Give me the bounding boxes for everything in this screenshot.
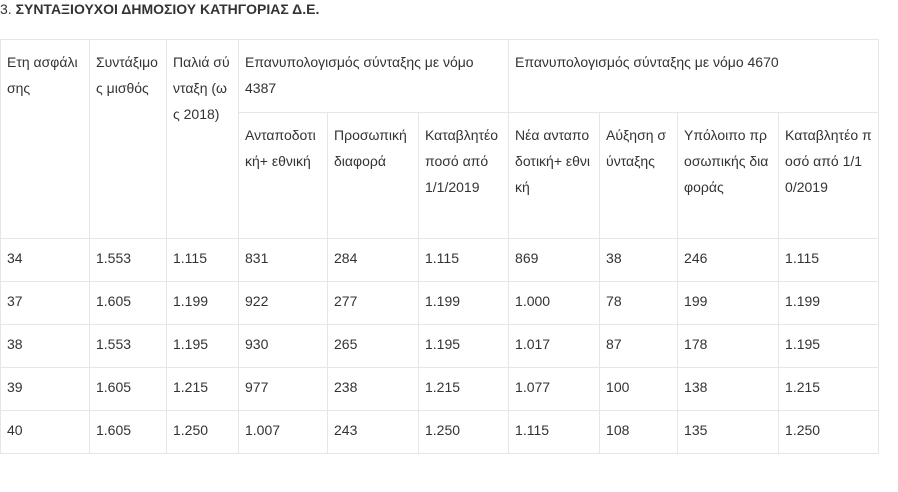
- table-row: 39 1.605 1.215 977 238 1.215 1.077 100 138 1.215: [0, 367, 880, 411]
- table-cell: 1.115: [417, 238, 510, 282]
- table-cell: 831: [238, 238, 328, 282]
- table-cell: 1.199: [166, 281, 239, 325]
- table-cell: 1.007: [238, 410, 328, 454]
- table-cell: 1.215: [417, 367, 510, 411]
- header-group-4670: Επανυπολογισμός σύνταξης με νόμο 4670: [508, 39, 880, 113]
- table-cell: 34: [0, 238, 90, 282]
- subheader-cell: Καταβλητέο ποσό από 1/1/2019: [417, 112, 510, 239]
- subheader-cell: Αύξηση σύνταξης: [599, 112, 679, 239]
- table-cell: 246: [677, 238, 780, 282]
- table-cell: 1.250: [778, 410, 880, 454]
- table-cell: 1.199: [778, 281, 880, 325]
- header-salary: Συντάξιμος μισθός: [89, 39, 167, 239]
- table-subheader-row: Ανταποδοτική+ εθνική Προσωπική διαφορά Κ…: [1, 112, 880, 239]
- table-cell: 1.017: [508, 324, 601, 368]
- table-cell: 1.250: [417, 410, 510, 454]
- section-heading: 3. ΣΥΝΤΑΞΙΟΥΧΟΙ ΔΗΜΟΣΙΟΥ ΚΑΤΗΓΟΡΙΑΣ Δ.Ε.: [0, 0, 319, 20]
- table-row: 37 1.605 1.199 922 277 1.199 1.000 78 199 1.199: [0, 281, 880, 325]
- table-cell: 1.195: [417, 324, 510, 368]
- subheader-cell: Ανταποδοτική+ εθνική: [238, 112, 328, 239]
- table-cell: 238: [327, 367, 419, 411]
- header-old-pension: Παλιά σύνταξη (ως 2018): [166, 39, 239, 239]
- table-cell: 1.195: [778, 324, 880, 368]
- subheader-cell: Υπόλοιπο προσωπικής διαφοράς: [677, 112, 780, 239]
- table-cell: 1.250: [166, 410, 239, 454]
- table-cell: 138: [677, 367, 780, 411]
- table-cell: 1.215: [166, 367, 239, 411]
- table-cell: 930: [238, 324, 328, 368]
- table-cell: 1.553: [89, 238, 167, 282]
- header-years: Ετη ασφάλισης: [0, 39, 90, 239]
- section-title: ΣΥΝΤΑΞΙΟΥΧΟΙ ΔΗΜΟΣΙΟΥ ΚΑΤΗΓΟΡΙΑΣ Δ.Ε.: [15, 1, 320, 17]
- table-cell: 100: [599, 367, 679, 411]
- table-cell: 1.115: [508, 410, 601, 454]
- table-cell: 1.605: [89, 281, 167, 325]
- subheader-cell: Νέα ανταποδοτική+ εθνική: [508, 112, 601, 239]
- table-cell: 1.553: [89, 324, 167, 368]
- table-cell: 1.199: [417, 281, 510, 325]
- table-cell: 38: [599, 238, 679, 282]
- table-cell: 108: [599, 410, 679, 454]
- pension-table: Ετη ασφάλισης Συντάξιμος μισθός Παλιά σύ…: [0, 39, 880, 454]
- table-cell: 243: [327, 410, 419, 454]
- table-cell: 265: [327, 324, 419, 368]
- table-cell: 78: [599, 281, 679, 325]
- table-cell: 922: [238, 281, 328, 325]
- table-cell: 1.077: [508, 367, 601, 411]
- table-header-row: Ετη ασφάλισης Συντάξιμος μισθός Παλιά σύ…: [0, 39, 880, 239]
- table-cell: 178: [677, 324, 780, 368]
- table-cell: 40: [0, 410, 90, 454]
- table-cell: 1.115: [166, 238, 239, 282]
- table-cell: 1.215: [778, 367, 880, 411]
- table-cell: 869: [508, 238, 601, 282]
- table-cell: 1.605: [89, 410, 167, 454]
- table-cell: 1.000: [508, 281, 601, 325]
- table-cell: 1.605: [89, 367, 167, 411]
- subheader-cell: Προσωπική διαφορά: [327, 112, 419, 239]
- table-cell: 37: [0, 281, 90, 325]
- table-cell: 199: [677, 281, 780, 325]
- section-number: 3.: [0, 1, 12, 17]
- table-row: 38 1.553 1.195 930 265 1.195 1.017 87 178 1.195: [0, 324, 880, 368]
- header-group-4387: Επανυπολογισμός σύνταξης με νόμο 4387: [237, 39, 510, 113]
- table-row: 40 1.605 1.250 1.007 243 1.250 1.115 108 135 1.25…: [0, 410, 880, 454]
- table-cell: 38: [0, 324, 90, 368]
- table-cell: 87: [599, 324, 679, 368]
- table-cell: 1.195: [166, 324, 239, 368]
- table-cell: 977: [238, 367, 328, 411]
- table-cell: 284: [327, 238, 419, 282]
- table-cell: 135: [677, 410, 780, 454]
- table-cell: 277: [327, 281, 419, 325]
- table-cell: 1.115: [778, 238, 880, 282]
- table-row: 34 1.553 1.115 831 284 1.115 869 38 246 1.115: [0, 238, 880, 282]
- subheader-cell: Καταβλητέο ποσό από 1/10/2019: [778, 112, 880, 239]
- table-cell: 39: [0, 367, 90, 411]
